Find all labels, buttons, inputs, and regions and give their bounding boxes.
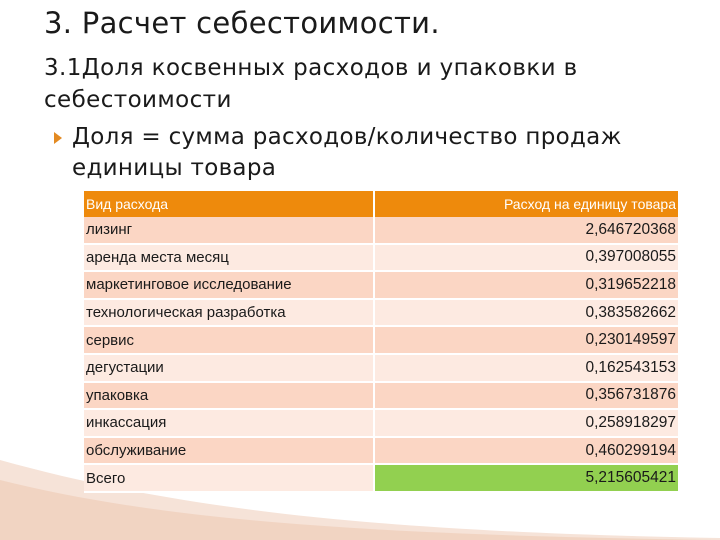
table-row: лизинг 2,646720368 [84, 217, 678, 245]
expense-name: лизинг [84, 217, 375, 245]
expense-value: 0,319652218 [374, 271, 678, 300]
table-row: дегустации 0,162543153 [84, 353, 678, 383]
expense-name: сервис [84, 326, 375, 355]
decorative-swoosh [0, 460, 720, 540]
table-row: аренда места месяц 0,397008055 [84, 243, 678, 273]
expense-name: аренда места месяц [84, 243, 375, 273]
column-header-expense-type: Вид расхода [84, 191, 375, 217]
table-row: обслуживание 0,460299194 [84, 436, 678, 466]
expense-name: упаковка [84, 381, 375, 411]
bullet-text: Доля = сумма расходов/количество продаж … [72, 124, 622, 181]
expense-value: 0,230149597 [374, 326, 678, 355]
table-total-row: Всего 5,215605421 [84, 464, 678, 493]
column-header-cost-per-unit: Расход на единицу товара [374, 191, 678, 217]
bullet-arrow-icon [54, 132, 62, 144]
expense-name: инкассация [84, 409, 375, 438]
expense-value: 0,258918297 [374, 409, 678, 438]
expense-value: 0,162543153 [374, 353, 678, 383]
expense-value: 2,646720368 [374, 217, 678, 245]
table-row: инкассация 0,258918297 [84, 409, 678, 438]
expense-name: обслуживание [84, 436, 375, 466]
table-row: сервис 0,230149597 [84, 326, 678, 355]
slide-title: 3. Расчет себестоимости. [44, 6, 440, 40]
table-row: маркетинговое исследование 0,319652218 [84, 271, 678, 300]
table-row: упаковка 0,356731876 [84, 381, 678, 411]
expense-name: дегустации [84, 353, 375, 383]
table-header-row: Вид расхода Расход на единицу товара [84, 191, 678, 217]
expense-name: маркетинговое исследование [84, 271, 375, 300]
expense-value: 0,383582662 [374, 298, 678, 328]
expense-value: 0,397008055 [374, 243, 678, 273]
total-label: Всего [84, 464, 375, 493]
expense-value: 0,460299194 [374, 436, 678, 466]
expense-name: технологическая разработка [84, 298, 375, 328]
table-row: технологическая разработка 0,383582662 [84, 298, 678, 328]
total-value: 5,215605421 [374, 464, 678, 493]
expense-value: 0,356731876 [374, 381, 678, 411]
expenses-table: Вид расхода Расход на единицу товара лиз… [84, 191, 678, 493]
slide-subtitle: 3.1Доля косвенных расходов и упаковки в … [44, 55, 578, 113]
